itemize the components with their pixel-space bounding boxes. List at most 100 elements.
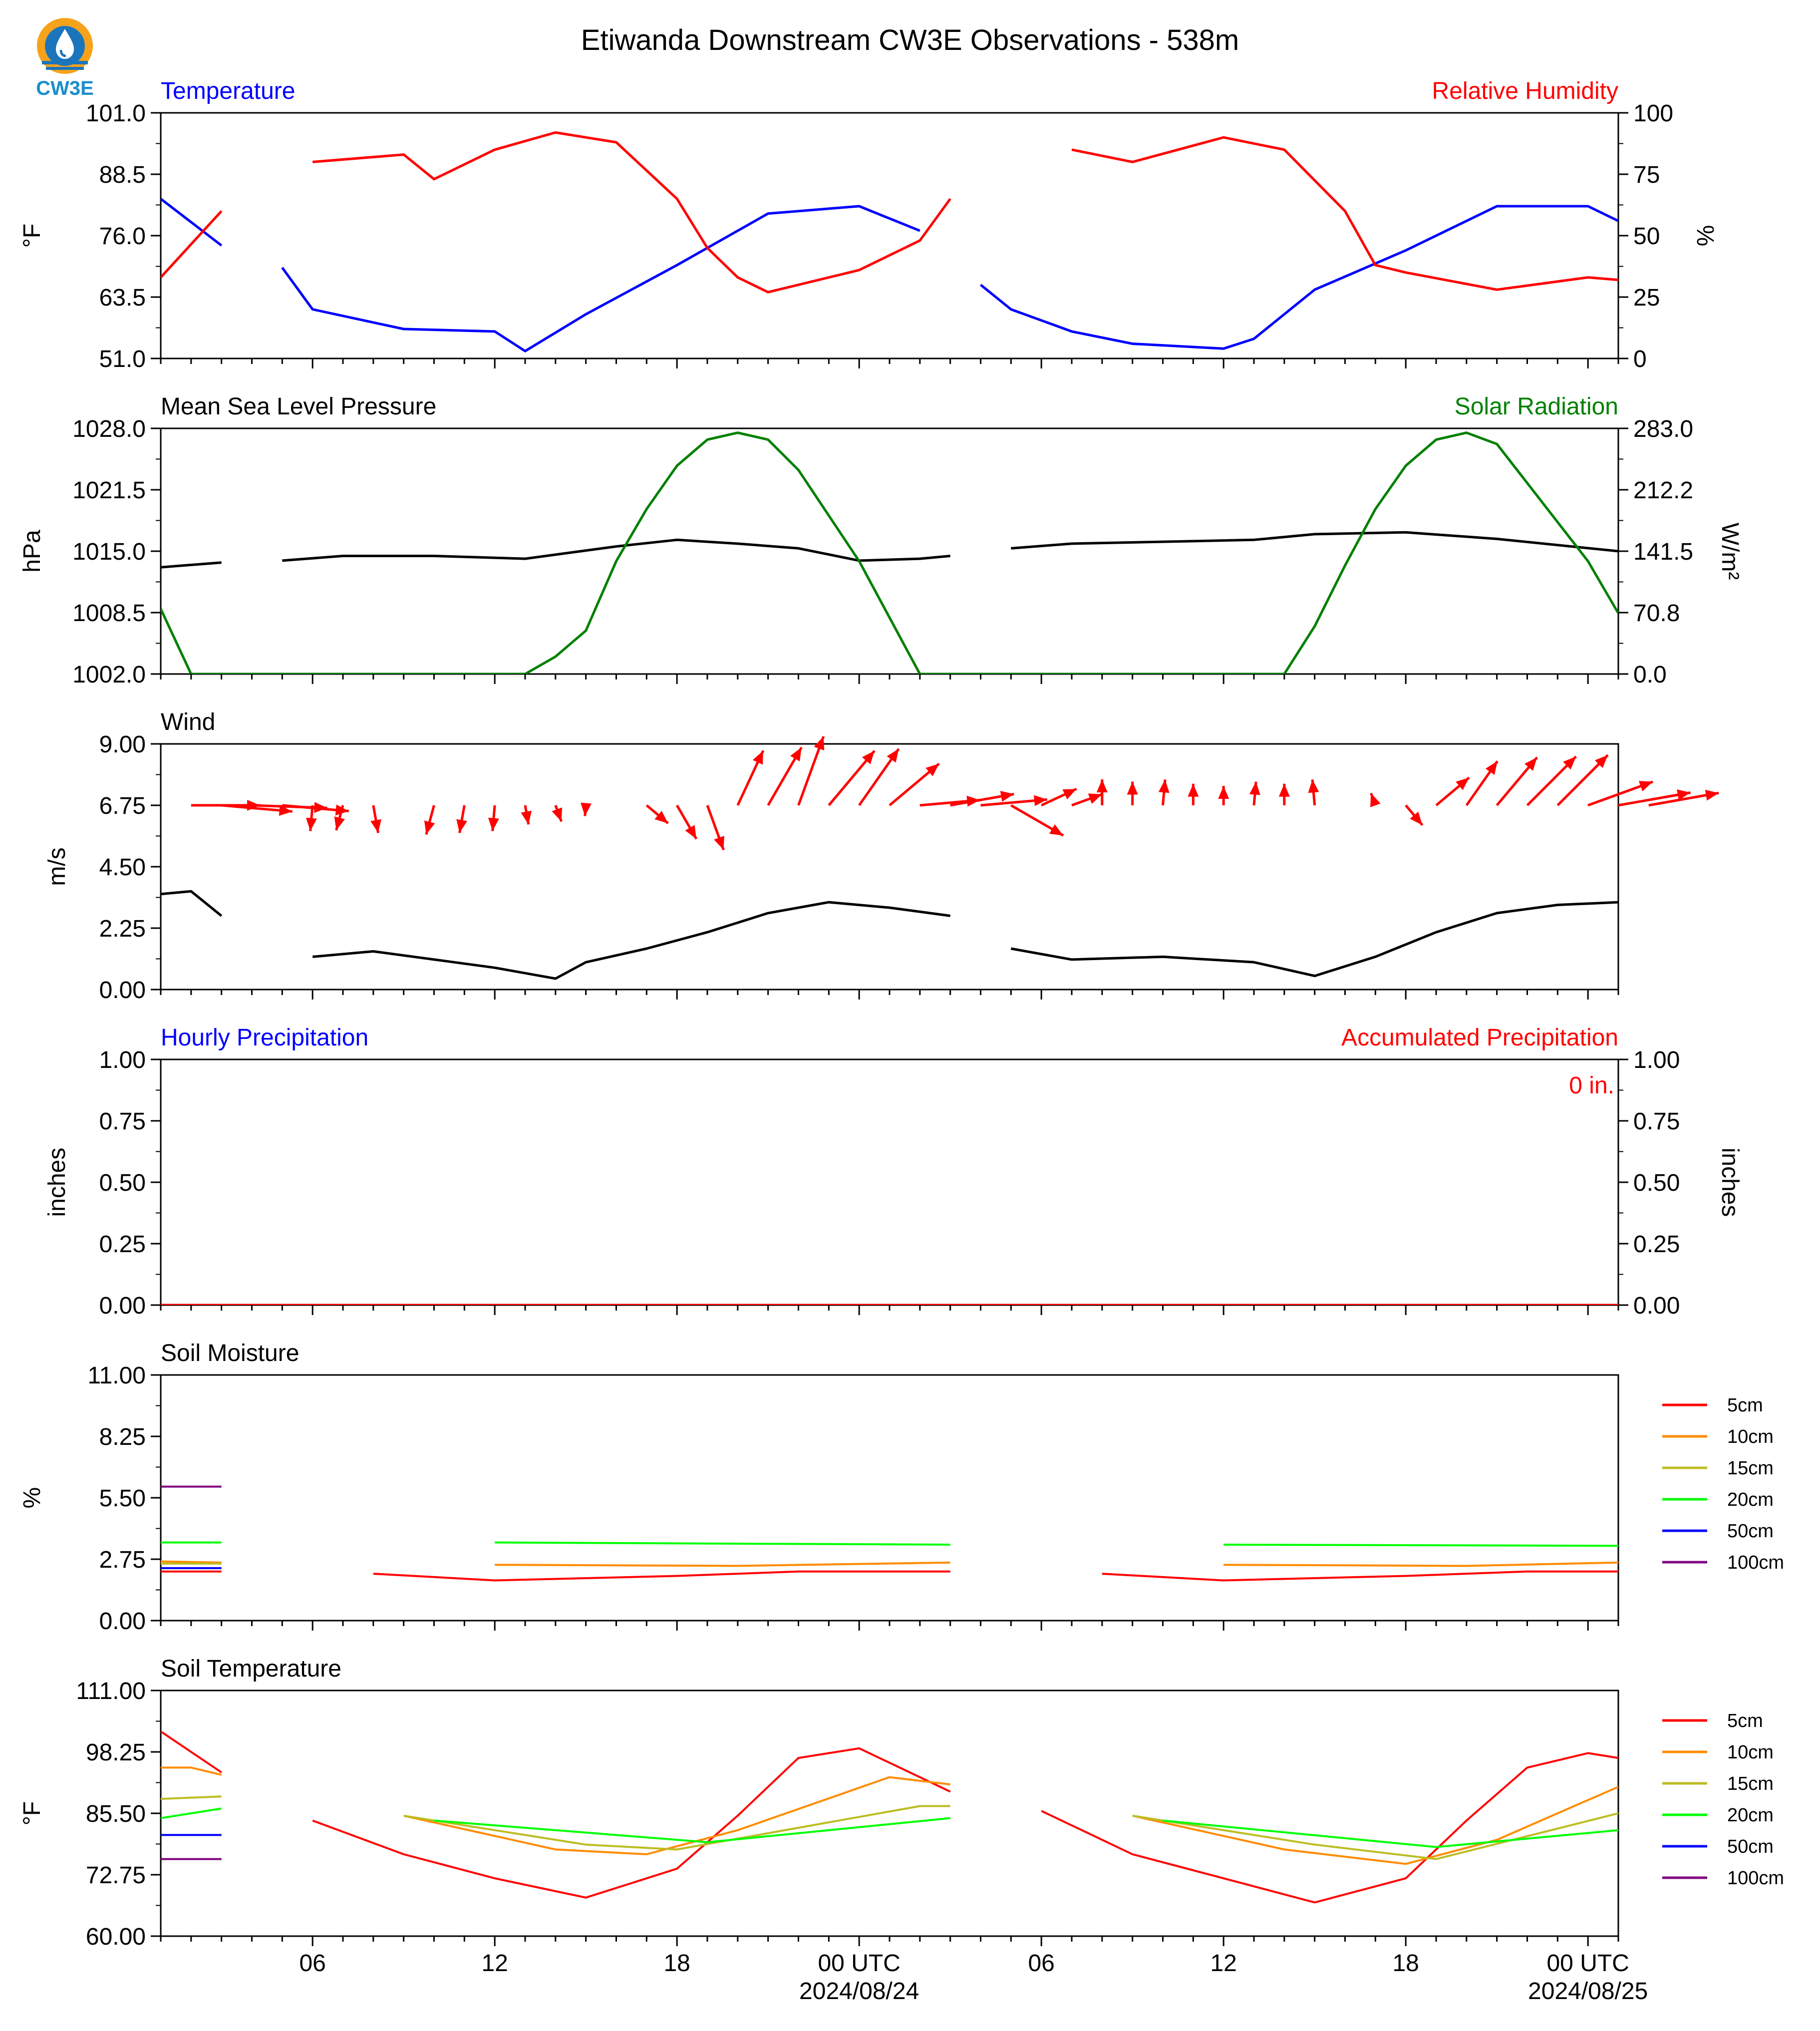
y-axis-label-right: inches bbox=[1717, 1148, 1743, 1217]
series-line-mean-sea-level-pressure bbox=[161, 531, 1618, 569]
x-tick-label: 06 bbox=[1028, 1950, 1054, 1977]
wind-arrowhead bbox=[1456, 777, 1470, 790]
x-tick-label: 12 bbox=[481, 1950, 508, 1977]
wind-arrowhead bbox=[370, 819, 381, 833]
y-tick-label-left: 111.00 bbox=[76, 1678, 146, 1704]
wind-arrowhead bbox=[1249, 781, 1260, 795]
wind-arrowhead bbox=[334, 816, 345, 831]
wind-arrowhead bbox=[685, 825, 697, 839]
y-tick-label-left: 98.25 bbox=[86, 1739, 146, 1766]
y-axis-label-left: hPa bbox=[19, 530, 45, 573]
legend-label: 5cm bbox=[1727, 1395, 1763, 1416]
y-tick-label-left: 9.00 bbox=[99, 731, 146, 758]
wind-arrowhead bbox=[1594, 755, 1608, 768]
legend-label: 100cm bbox=[1727, 1552, 1784, 1573]
wind-arrowhead bbox=[1218, 786, 1229, 799]
y-tick-label-left: 8.25 bbox=[99, 1424, 146, 1450]
panel-title-right: Solar Radiation bbox=[1455, 393, 1618, 420]
wind-arrowhead bbox=[279, 805, 293, 816]
legend-label: 100cm bbox=[1727, 1868, 1784, 1889]
wind-arrowhead bbox=[1370, 793, 1381, 807]
y-tick-label-left: 1015.0 bbox=[72, 539, 146, 565]
y-tick-label-right: 25 bbox=[1633, 285, 1660, 311]
legend-label: 10cm bbox=[1727, 1426, 1774, 1447]
y-tick-label-left: 1002.0 bbox=[72, 662, 146, 688]
wind-arrowhead bbox=[552, 807, 563, 822]
panel-frame bbox=[160, 1690, 1619, 1937]
panel-frame bbox=[160, 427, 1619, 675]
y-tick-label-left: 1008.5 bbox=[72, 600, 146, 627]
wind-arrowhead bbox=[1158, 779, 1170, 793]
y-tick-label-right: 283.0 bbox=[1633, 416, 1693, 442]
y-tick-label-right: 1.00 bbox=[1633, 1047, 1680, 1073]
panel-title-right: Accumulated Precipitation bbox=[1341, 1024, 1618, 1051]
wind-arrowhead bbox=[521, 810, 532, 825]
panel-title-left: Wind bbox=[161, 709, 215, 735]
legend-label: 50cm bbox=[1727, 1836, 1774, 1857]
panel-frame bbox=[160, 112, 1619, 359]
y-tick-label-left: 0.75 bbox=[99, 1108, 146, 1135]
wind-arrowhead bbox=[1062, 789, 1077, 800]
y-tick-label-left: 1028.0 bbox=[72, 416, 146, 442]
y-axis-label-right: % bbox=[1692, 225, 1718, 247]
wind-arrowhead bbox=[752, 750, 763, 765]
wind-arrowhead bbox=[488, 817, 499, 831]
wind-arrowhead bbox=[581, 802, 592, 816]
panel-title-right: Relative Humidity bbox=[1432, 78, 1618, 104]
y-tick-label-right: 0.0 bbox=[1633, 662, 1667, 688]
page-title: Etiwanda Downstream CW3E Observations - … bbox=[581, 24, 1239, 56]
logo-text: CW3E bbox=[36, 77, 94, 99]
series-line-15cm bbox=[161, 1795, 1618, 1860]
x-date-label: 2024/08/25 bbox=[1528, 1978, 1648, 2005]
wind-arrowhead bbox=[1677, 789, 1691, 800]
legend-label: 10cm bbox=[1727, 1742, 1774, 1763]
x-tick-label: 18 bbox=[1392, 1950, 1419, 1977]
panel-wind: 0.00 2.25 4.50 6.75 9.00 m/s Wind bbox=[44, 709, 1719, 1004]
y-axis-label-left: °F bbox=[19, 1801, 45, 1826]
x-tick-label: 00 UTC bbox=[1546, 1950, 1629, 1977]
y-tick-label-left: 101.0 bbox=[86, 100, 146, 127]
wind-arrowhead bbox=[1049, 824, 1064, 836]
y-axis-label-left: °F bbox=[19, 224, 45, 248]
panel-title-left: Hourly Precipitation bbox=[161, 1024, 368, 1051]
x-tick-label: 18 bbox=[663, 1950, 690, 1977]
panel-title-left: Soil Moisture bbox=[161, 1340, 299, 1366]
wind-arrowhead bbox=[887, 748, 899, 763]
wind-arrowhead bbox=[1410, 811, 1423, 825]
wind-arrowhead bbox=[1485, 761, 1498, 775]
wind-arrowhead bbox=[1278, 783, 1290, 797]
wind-arrowhead bbox=[1563, 756, 1576, 770]
wind-arrowhead bbox=[1308, 779, 1319, 793]
y-tick-label-left: 6.75 bbox=[99, 793, 146, 819]
series-line-5cm bbox=[161, 1570, 1618, 1582]
y-tick-label-right: 212.2 bbox=[1633, 477, 1693, 504]
y-tick-label-left: 0.00 bbox=[99, 1293, 146, 1319]
panel-title-left: Soil Temperature bbox=[161, 1656, 341, 1682]
wind-arrowhead bbox=[862, 750, 875, 764]
series-line-solar-radiation bbox=[161, 431, 1618, 674]
panel-frame bbox=[160, 1058, 1619, 1306]
wind-arrowhead bbox=[714, 836, 724, 850]
series-line-20cm bbox=[161, 1541, 1618, 1547]
panel-temperature_humidity: 51.0 63.5 76.0 88.5 101.0 °F 0 25 50 75 100% Temper… bbox=[19, 78, 1718, 372]
y-tick-label-right: 0.25 bbox=[1633, 1231, 1680, 1258]
wind-arrowhead bbox=[1088, 793, 1102, 804]
x-tick-label: 06 bbox=[299, 1950, 325, 1977]
y-tick-label-left: 4.50 bbox=[99, 854, 146, 881]
y-tick-label-right: 0.50 bbox=[1633, 1170, 1680, 1196]
y-tick-label-right: 50 bbox=[1633, 223, 1660, 250]
panel-title-left: Temperature bbox=[161, 78, 295, 104]
series-line-10cm bbox=[161, 1560, 1618, 1567]
wind-arrowhead bbox=[305, 817, 317, 831]
y-tick-label-left: 85.50 bbox=[86, 1801, 146, 1827]
y-axis-label-left: inches bbox=[44, 1148, 70, 1217]
wind-arrowhead bbox=[1524, 757, 1537, 771]
y-tick-label-left: 5.50 bbox=[99, 1485, 146, 1512]
y-tick-label-left: 76.0 bbox=[99, 223, 146, 250]
legend-label: 20cm bbox=[1727, 1805, 1774, 1826]
y-axis-label-right: W/m² bbox=[1717, 523, 1743, 580]
x-date-label: 2024/08/24 bbox=[799, 1978, 919, 2005]
annotation-label: 0 in. bbox=[1569, 1072, 1614, 1099]
y-tick-label-right: 100 bbox=[1633, 100, 1673, 127]
y-tick-label-right: 75 bbox=[1633, 162, 1660, 188]
